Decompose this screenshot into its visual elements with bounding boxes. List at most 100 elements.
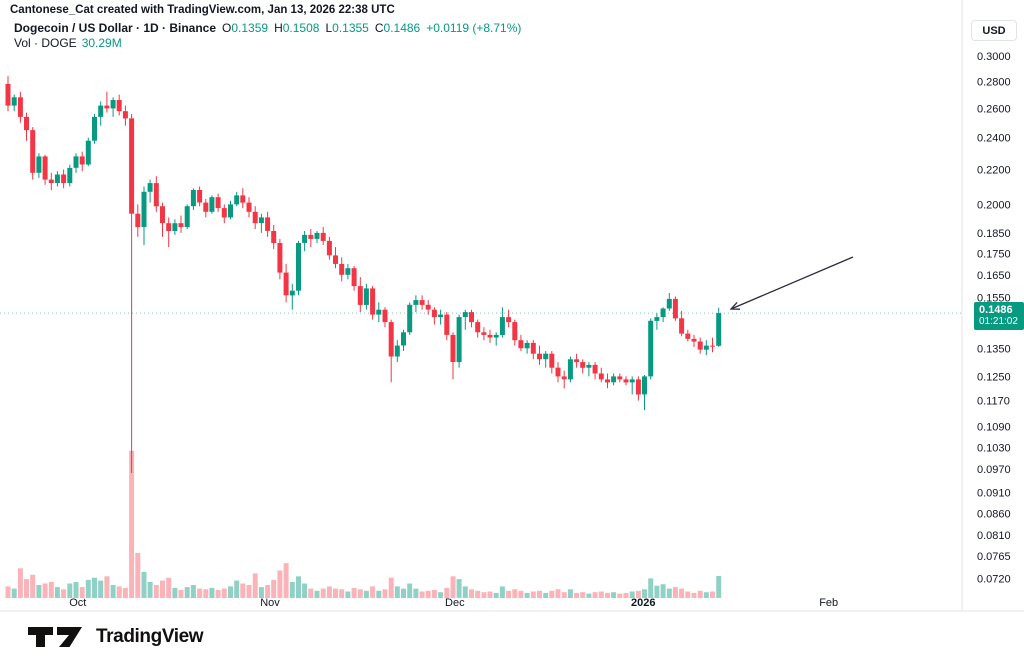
candle-body[interactable]	[42, 156, 48, 180]
candle-body[interactable]	[67, 167, 73, 184]
candle-body[interactable]	[679, 318, 685, 334]
candle-body[interactable]	[567, 359, 573, 380]
price-tick-label[interactable]: 0.1170	[977, 396, 1010, 408]
candle-body[interactable]	[147, 183, 153, 192]
price-tick-label[interactable]: 0.1250	[977, 371, 1011, 383]
candle-body[interactable]	[333, 255, 338, 264]
candle-body[interactable]	[401, 332, 406, 346]
candle-body[interactable]	[518, 340, 524, 349]
candle-body[interactable]	[234, 195, 240, 205]
time-tick-label[interactable]: 2026	[631, 597, 655, 609]
candle-body[interactable]	[252, 211, 258, 224]
candle-body[interactable]	[116, 100, 122, 112]
candle-body[interactable]	[438, 314, 444, 318]
candle-body[interactable]	[92, 116, 97, 141]
price-tick-label[interactable]: 0.1750	[977, 248, 1011, 260]
candle-body[interactable]	[543, 353, 549, 360]
candle-body[interactable]	[73, 156, 79, 168]
candle-body[interactable]	[382, 309, 388, 323]
candle-body[interactable]	[184, 206, 190, 227]
candle-body[interactable]	[357, 286, 363, 305]
candle-body[interactable]	[54, 174, 60, 184]
candle-body[interactable]	[141, 191, 147, 227]
candle-body[interactable]	[592, 364, 598, 374]
candle-body[interactable]	[586, 364, 592, 368]
price-tick-label[interactable]: 0.0810	[977, 530, 1011, 542]
candle-body[interactable]	[129, 118, 135, 214]
candle-body[interactable]	[493, 334, 499, 338]
candle-body[interactable]	[512, 322, 518, 341]
candle-body[interactable]	[691, 338, 697, 342]
candle-body[interactable]	[450, 334, 456, 362]
candle-body[interactable]	[574, 359, 580, 363]
candle-body[interactable]	[30, 130, 36, 173]
candle-body[interactable]	[326, 240, 332, 256]
time-tick-label[interactable]: Oct	[69, 597, 86, 609]
candle-body[interactable]	[716, 313, 722, 346]
candle-body[interactable]	[685, 333, 691, 339]
candle-body[interactable]	[475, 322, 481, 333]
candle-body[interactable]	[530, 342, 536, 354]
candle-body[interactable]	[166, 223, 172, 231]
candle-body[interactable]	[190, 190, 196, 207]
candle-body[interactable]	[17, 97, 23, 117]
price-tick-label[interactable]: 0.2400	[977, 133, 1011, 145]
price-tick-label[interactable]: 0.0765	[977, 551, 1011, 563]
candle-body[interactable]	[36, 156, 42, 173]
candle-body[interactable]	[258, 217, 264, 224]
price-tick-label[interactable]: 0.2200	[977, 165, 1011, 177]
arrow-annotation[interactable]	[730, 256, 854, 310]
candle-body[interactable]	[462, 312, 468, 317]
candle-body[interactable]	[283, 272, 289, 296]
candle-body[interactable]	[160, 206, 165, 224]
candle-body[interactable]	[246, 202, 252, 212]
price-tick-label[interactable]: 0.2800	[977, 76, 1011, 88]
candle-body[interactable]	[413, 300, 419, 305]
candle-body[interactable]	[85, 140, 91, 165]
candle-body[interactable]	[363, 288, 369, 305]
candle-body[interactable]	[61, 174, 67, 184]
price-tick-label[interactable]: 0.1030	[977, 442, 1011, 454]
price-tick-label[interactable]: 0.3000	[977, 51, 1011, 63]
candle-body[interactable]	[240, 195, 246, 203]
candle-body[interactable]	[648, 320, 654, 377]
candle-body[interactable]	[345, 268, 351, 275]
candle-body[interactable]	[561, 376, 567, 380]
candle-body[interactable]	[697, 341, 703, 350]
candle-body[interactable]	[555, 367, 561, 377]
candle-body[interactable]	[394, 345, 400, 357]
candle-body[interactable]	[666, 298, 672, 309]
candle-body[interactable]	[153, 183, 159, 207]
candle-body[interactable]	[289, 290, 295, 296]
candle-body[interactable]	[302, 234, 308, 243]
candle-body[interactable]	[425, 304, 431, 310]
candle-body[interactable]	[339, 263, 345, 275]
candle-body[interactable]	[598, 373, 604, 380]
price-tick-label[interactable]: 0.1550	[977, 293, 1011, 305]
price-tick-label[interactable]: 0.1350	[977, 343, 1011, 355]
candle-body[interactable]	[672, 298, 678, 319]
candle-body[interactable]	[388, 322, 394, 357]
candle-body[interactable]	[172, 223, 178, 231]
price-tick-label[interactable]: 0.0970	[977, 464, 1011, 476]
price-tick-label[interactable]: 0.0860	[977, 508, 1011, 520]
candle-body[interactable]	[296, 243, 301, 291]
candle-body[interactable]	[11, 97, 17, 106]
candle-body[interactable]	[351, 268, 357, 287]
candle-body[interactable]	[314, 232, 320, 239]
price-tick-label[interactable]: 0.0720	[977, 573, 1011, 585]
tradingview-logo[interactable]: TradingView	[28, 626, 204, 648]
candle-body[interactable]	[654, 317, 660, 321]
candle-body[interactable]	[135, 213, 141, 228]
volume-legend[interactable]: Vol · DOGE 30.29M	[14, 36, 122, 50]
price-tick-label[interactable]: 0.1090	[977, 422, 1011, 434]
candle-body[interactable]	[228, 204, 233, 218]
candle-body[interactable]	[197, 190, 203, 203]
price-tick-label[interactable]: 0.1850	[977, 228, 1011, 240]
candle-body[interactable]	[98, 105, 104, 117]
candle-body[interactable]	[642, 376, 647, 395]
candle-body[interactable]	[407, 304, 413, 333]
candle-body[interactable]	[104, 105, 110, 109]
candle-body[interactable]	[308, 234, 314, 239]
candle-body[interactable]	[203, 202, 209, 212]
